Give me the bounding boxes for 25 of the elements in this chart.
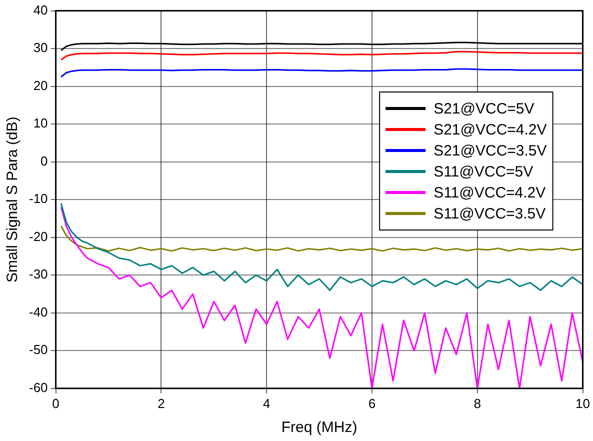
legend-label: S21@VCC=4.2V: [434, 122, 547, 139]
y-tick-label: 40: [33, 2, 48, 18]
y-tick-label: -60: [28, 380, 48, 395]
y-tick-label: -50: [28, 342, 48, 358]
y-tick-label: 0: [40, 153, 48, 168]
legend-label: S21@VCC=5V: [434, 100, 534, 118]
y-tick-label: -10: [28, 191, 48, 206]
x-tick-label: 0: [52, 396, 60, 411]
x-tick-label: 6: [368, 396, 376, 411]
y-axis-title: Small Signal S Para (dB): [4, 116, 22, 283]
legend-label: S11@VCC=5V: [434, 164, 534, 181]
x-axis-title: Freq (MHz): [281, 419, 358, 436]
x-tick-label: 10: [576, 396, 590, 411]
x-tick-label: 2: [158, 396, 165, 411]
y-tick-label: 20: [33, 78, 48, 93]
y-tick-label: -40: [28, 304, 48, 320]
legend-label: S11@VCC=4.2V: [434, 184, 546, 202]
x-tick-label: 4: [262, 396, 270, 411]
y-tick-label: -20: [28, 228, 48, 244]
legend-label: S11@VCC=3.5V: [434, 206, 546, 223]
y-tick-label: -30: [28, 266, 48, 282]
legend-label: S21@VCC=3.5V: [434, 142, 547, 160]
y-tick-label: 10: [33, 116, 48, 131]
y-tick-label: 30: [33, 40, 48, 56]
x-tick-label: 8: [474, 396, 481, 411]
